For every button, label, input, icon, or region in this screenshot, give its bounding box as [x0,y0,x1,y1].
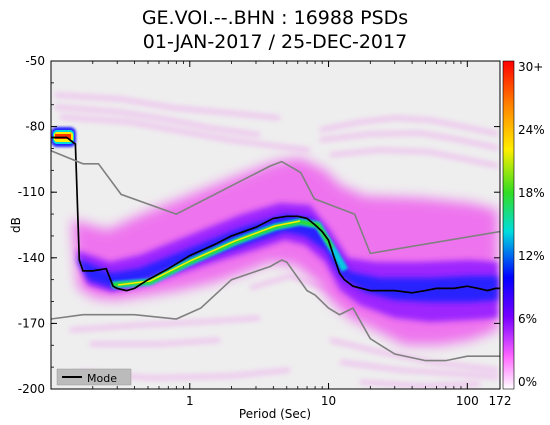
colorbar: 30+ 24% 18% 12% 6% 0% [502,60,545,390]
y-tick-label: -50 [25,54,45,68]
legend: Mode [56,368,132,386]
x-tick-label: 10 [321,394,336,408]
line-nhnm [51,149,500,255]
axis-ticks: 1 10 100 172 -50 -80 -110 -140 -170 -200 [18,54,512,408]
colorbar-label: 30+ [518,60,543,74]
plot-frame [50,60,501,390]
y-tick-label: -200 [18,382,45,396]
colorbar-label: 18% [518,186,545,200]
psd-lines [51,136,500,362]
chart-title: GE.VOI.--.BHN : 16988 PSDs [141,7,409,29]
x-axis-label: Period (Sec) [239,407,311,421]
colorbar-label: 0% [518,375,537,389]
y-tick-label: -140 [18,251,45,265]
y-tick-label: -80 [25,120,45,134]
chart-subtitle: 01-JAN-2017 / 25-DEC-2017 [142,31,408,53]
legend-box [56,368,132,386]
density-inner [76,214,498,302]
colorbar-gradient [502,60,515,390]
colorbar-label: 24% [518,123,545,137]
colorbar-label: 12% [518,249,545,263]
y-tick-label: -170 [18,316,45,330]
y-tick-label: -110 [18,185,45,199]
legend-mode-label: Mode [87,372,117,385]
y-axis-label: dB [9,217,23,233]
x-tick-label: 1 [186,394,194,408]
x-tick-label: 172 [489,394,512,408]
colorbar-label: 6% [518,312,537,326]
psd-density-cloud [51,93,499,388]
hotspot-peak [55,134,71,139]
colorbar-labels: 30+ 24% 18% 12% 6% 0% [518,60,545,389]
x-tick-label: 100 [456,394,479,408]
line-nlnm [51,259,500,362]
line-mode [51,136,500,294]
